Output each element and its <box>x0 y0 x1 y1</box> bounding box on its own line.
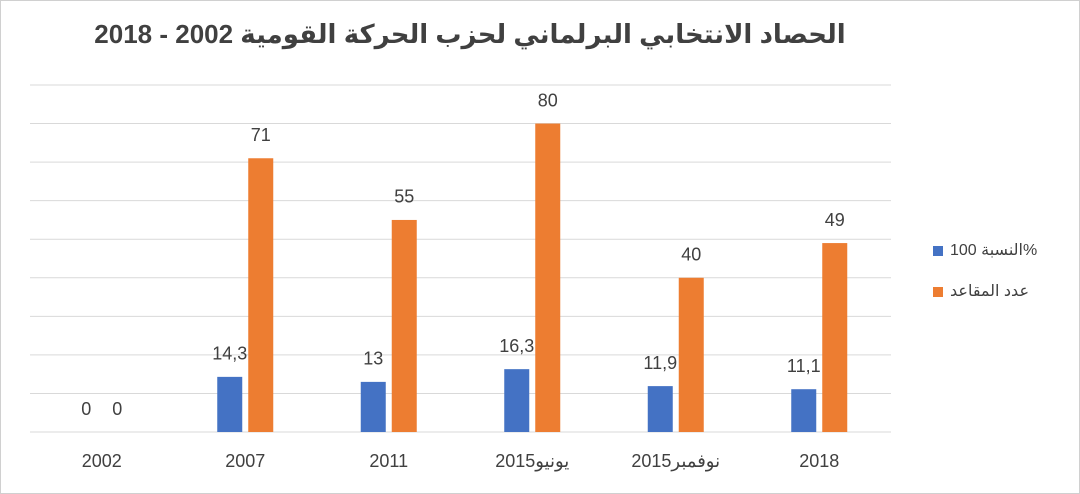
bar <box>791 389 817 432</box>
data-label: 13 <box>363 349 383 369</box>
bar <box>647 386 673 432</box>
data-label: 0 <box>81 399 91 419</box>
data-label: 40 <box>681 245 701 265</box>
x-tick-label: 2007 <box>225 451 265 471</box>
legend-swatch <box>933 287 943 297</box>
data-label: 0 <box>112 399 122 419</box>
data-label: 80 <box>538 90 558 110</box>
bar <box>248 158 274 432</box>
x-tick-label: 2018 <box>799 451 839 471</box>
data-label: 11,9 <box>643 353 677 373</box>
bar <box>217 376 243 432</box>
bar <box>822 243 848 432</box>
bar <box>678 277 704 432</box>
bar <box>391 219 417 432</box>
data-label: 49 <box>825 210 845 230</box>
x-tick-label: نوفمبر2015 <box>631 451 720 472</box>
data-label: 55 <box>394 187 414 207</box>
data-label: 11,1 <box>787 356 821 376</box>
legend-label: النسبة 100% <box>950 242 1037 259</box>
legend-swatch <box>933 246 943 256</box>
legend-label: عدد المقاعد <box>950 283 1029 300</box>
chart-title: الحصاد الانتخابي البرلماني لحزب الحركة ا… <box>94 19 845 50</box>
x-tick-label: 2002 <box>82 451 122 471</box>
data-label: 14,3 <box>212 344 247 364</box>
data-label: 16,3 <box>499 336 534 356</box>
x-tick-label: 2011 <box>369 451 408 471</box>
bar <box>504 369 530 432</box>
x-tick-label: يونيو2015 <box>495 451 569 472</box>
bar <box>535 123 561 433</box>
data-label: 71 <box>251 125 271 145</box>
bar <box>360 381 386 432</box>
